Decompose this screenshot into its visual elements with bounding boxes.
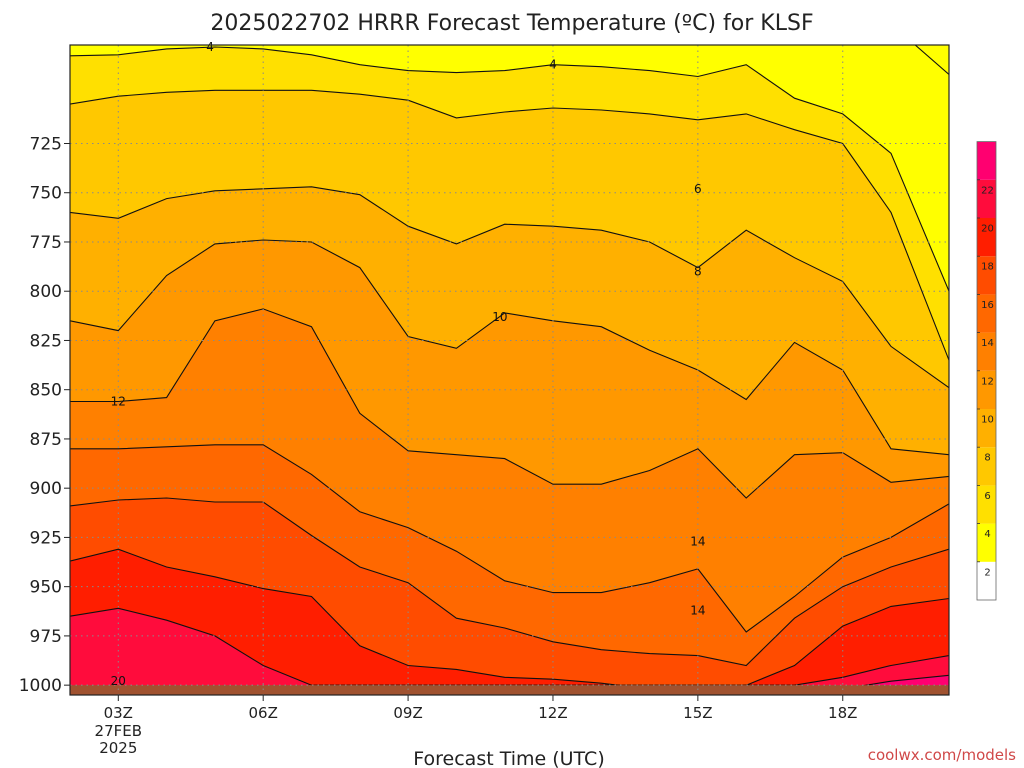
contour-label: 14 xyxy=(690,603,705,617)
contour-label: 10 xyxy=(492,310,507,324)
isotherm-line xyxy=(70,46,949,292)
y-tick-label: 825 xyxy=(30,331,62,351)
colorbar-label: 22 xyxy=(981,185,994,196)
colorbar-swatch xyxy=(977,218,996,257)
x-axis-label: Forecast Time (UTC) xyxy=(413,748,604,768)
ground-layer xyxy=(70,685,949,695)
x-tick-label: 18Z xyxy=(828,704,857,722)
ground-fill xyxy=(70,685,949,695)
y-tick-label: 750 xyxy=(30,184,62,204)
colorbar-swatch xyxy=(977,523,996,562)
colorbar-label: 18 xyxy=(981,262,994,273)
grid-lines xyxy=(70,45,949,695)
colorbar-label: 6 xyxy=(984,491,990,502)
colorbar-swatch xyxy=(977,179,996,218)
contour-labels: 4 4 6 8 10 12 14 14 20 xyxy=(111,40,706,688)
isotherm-line xyxy=(70,548,949,690)
colorbar-label: 2 xyxy=(984,567,990,578)
isotherm-line xyxy=(70,497,949,667)
contour-label: 6 xyxy=(694,182,702,196)
contour-label: 4 xyxy=(206,40,214,54)
isotherm-line xyxy=(70,308,949,499)
colorbar-swatch xyxy=(977,141,996,180)
colorbar-label: 12 xyxy=(981,376,994,387)
x-tick-label: 06Z xyxy=(248,704,277,722)
colorbar-swatch xyxy=(977,256,996,295)
contour-label: 8 xyxy=(694,265,702,279)
colorbar-legend: 2 4 6 8 10 12 14 16 18 20 22 xyxy=(976,141,997,601)
contour-label: 14 xyxy=(690,534,705,548)
colorbar-swatch xyxy=(977,447,996,486)
band-18-20 xyxy=(70,549,949,695)
temperature-bands xyxy=(70,45,949,695)
y-tick-label: 975 xyxy=(30,627,62,647)
colorbar-swatch xyxy=(977,332,996,371)
y-tick-label: 900 xyxy=(30,479,62,499)
isotherm-line xyxy=(70,444,949,633)
colorbar-label: 20 xyxy=(981,224,994,235)
chart-title: 2025022702 HRRR Forecast Temperature (ºC… xyxy=(210,11,813,36)
isotherm-line xyxy=(70,89,949,361)
colorbar-label: 8 xyxy=(984,453,990,464)
isotherm-line xyxy=(866,45,949,75)
isotherm-line xyxy=(70,239,949,456)
contour-label: 4 xyxy=(549,58,557,72)
x-tick-label: 03Z xyxy=(104,704,133,722)
y-tick-label: 1000 xyxy=(19,676,62,696)
y-tick-label: 850 xyxy=(30,381,62,401)
x-tick-date-label: 2025 xyxy=(99,739,137,757)
isotherm-line xyxy=(70,607,949,686)
colorbar-label: 10 xyxy=(981,415,994,426)
colorbar-label: 14 xyxy=(981,338,994,349)
colorbar-swatch xyxy=(977,294,996,333)
isotherm-line xyxy=(70,186,949,389)
colorbar-swatch xyxy=(977,561,996,600)
y-axis-ticks: 725 750 775 800 825 850 875 900 925 950 975 1000 xyxy=(19,134,70,696)
contour-label: 20 xyxy=(111,674,126,688)
x-tick-date-label: 27FEB xyxy=(95,722,142,740)
y-tick-label: 950 xyxy=(30,578,62,598)
colorbar-swatch xyxy=(977,370,996,409)
colorbar-label: 4 xyxy=(984,529,990,540)
y-tick-label: 875 xyxy=(30,430,62,450)
y-tick-label: 800 xyxy=(30,282,62,302)
x-tick-label: 09Z xyxy=(393,704,422,722)
colorbar-swatch xyxy=(977,409,996,448)
x-tick-label: 12Z xyxy=(538,704,567,722)
colorbar-label: 16 xyxy=(981,300,994,311)
y-tick-label: 925 xyxy=(30,528,62,548)
plot-frame xyxy=(69,44,950,696)
credit-text: coolwx.com/models xyxy=(868,746,1016,764)
y-tick-label: 725 xyxy=(30,134,62,154)
y-tick-label: 775 xyxy=(30,233,62,253)
x-tick-label: 15Z xyxy=(683,704,712,722)
contour-label: 12 xyxy=(111,395,126,409)
colorbar-swatch xyxy=(977,485,996,524)
